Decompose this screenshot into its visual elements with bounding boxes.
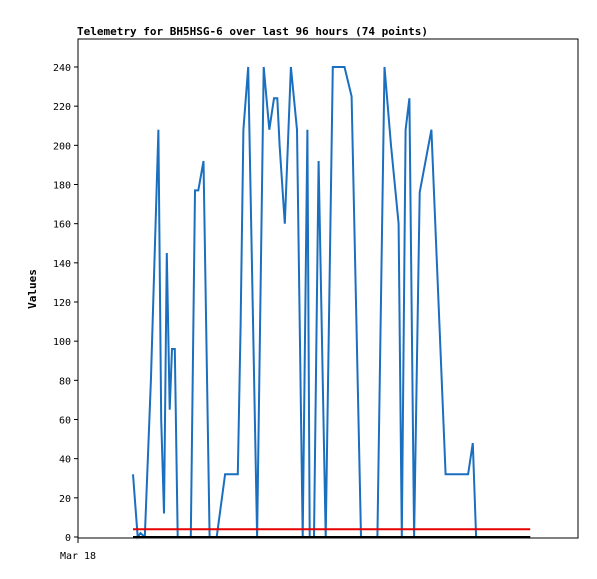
y-tick-label: 240 xyxy=(53,63,71,74)
y-tick-label: 0 xyxy=(65,533,71,544)
y-tick-label: 180 xyxy=(53,181,71,192)
chart-title: Telemetry for BH5HSG-6 over last 96 hour… xyxy=(77,25,428,38)
x-tick-label: Mar 18 xyxy=(60,551,96,562)
y-tick-label: 100 xyxy=(53,337,71,348)
y-tick-label: 140 xyxy=(53,259,71,270)
x-axis: Mar 18 xyxy=(60,538,96,562)
y-tick-label: 220 xyxy=(53,102,71,113)
series-layer xyxy=(132,66,531,540)
y-axis: 0 20 40 60 80 100 120 140 160 180 200 220 240 xyxy=(53,63,78,544)
y-tick-label: 40 xyxy=(59,455,71,466)
y-tick-label: 60 xyxy=(59,416,71,427)
y-tick-label: 200 xyxy=(53,141,71,152)
y-tick-label: 80 xyxy=(59,376,71,387)
y-axis-label: Values xyxy=(26,269,39,309)
y-tick-label: 120 xyxy=(53,298,71,309)
y-tick-label: 20 xyxy=(59,494,71,505)
y-tick-label: 160 xyxy=(53,220,71,231)
